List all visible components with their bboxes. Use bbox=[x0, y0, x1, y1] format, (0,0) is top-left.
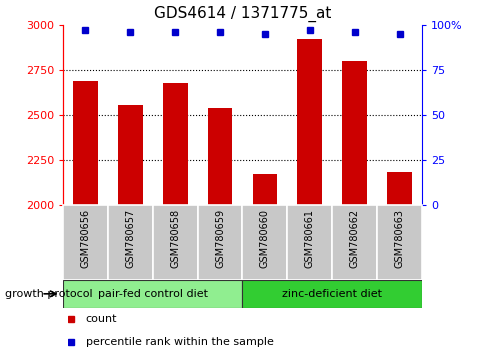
Bar bbox=[118, 105, 142, 205]
Bar bbox=[73, 81, 98, 205]
Text: GSM780659: GSM780659 bbox=[214, 209, 225, 268]
FancyBboxPatch shape bbox=[152, 205, 197, 280]
Text: GSM780658: GSM780658 bbox=[170, 209, 180, 268]
Bar bbox=[342, 61, 366, 205]
Text: zinc-deficient diet: zinc-deficient diet bbox=[282, 289, 381, 299]
FancyBboxPatch shape bbox=[197, 205, 242, 280]
Text: GSM780662: GSM780662 bbox=[349, 209, 359, 268]
Title: GDS4614 / 1371775_at: GDS4614 / 1371775_at bbox=[153, 6, 331, 22]
Text: growth protocol: growth protocol bbox=[5, 289, 92, 299]
Bar bbox=[163, 82, 187, 205]
Text: pair-fed control diet: pair-fed control diet bbox=[98, 289, 207, 299]
FancyBboxPatch shape bbox=[63, 205, 107, 280]
Text: GSM780660: GSM780660 bbox=[259, 209, 270, 268]
Bar bbox=[252, 174, 277, 205]
FancyBboxPatch shape bbox=[287, 205, 332, 280]
FancyBboxPatch shape bbox=[376, 205, 421, 280]
Text: GSM780661: GSM780661 bbox=[304, 209, 314, 268]
FancyBboxPatch shape bbox=[107, 205, 152, 280]
FancyBboxPatch shape bbox=[332, 205, 376, 280]
Bar bbox=[386, 172, 411, 205]
Text: GSM780663: GSM780663 bbox=[393, 209, 404, 268]
Text: percentile rank within the sample: percentile rank within the sample bbox=[85, 337, 273, 347]
FancyBboxPatch shape bbox=[242, 280, 421, 308]
FancyBboxPatch shape bbox=[242, 205, 287, 280]
Bar bbox=[297, 39, 321, 205]
Bar bbox=[207, 108, 232, 205]
Text: GSM780657: GSM780657 bbox=[125, 209, 135, 268]
Text: GSM780656: GSM780656 bbox=[80, 209, 91, 268]
FancyBboxPatch shape bbox=[63, 280, 242, 308]
Text: count: count bbox=[85, 314, 117, 324]
